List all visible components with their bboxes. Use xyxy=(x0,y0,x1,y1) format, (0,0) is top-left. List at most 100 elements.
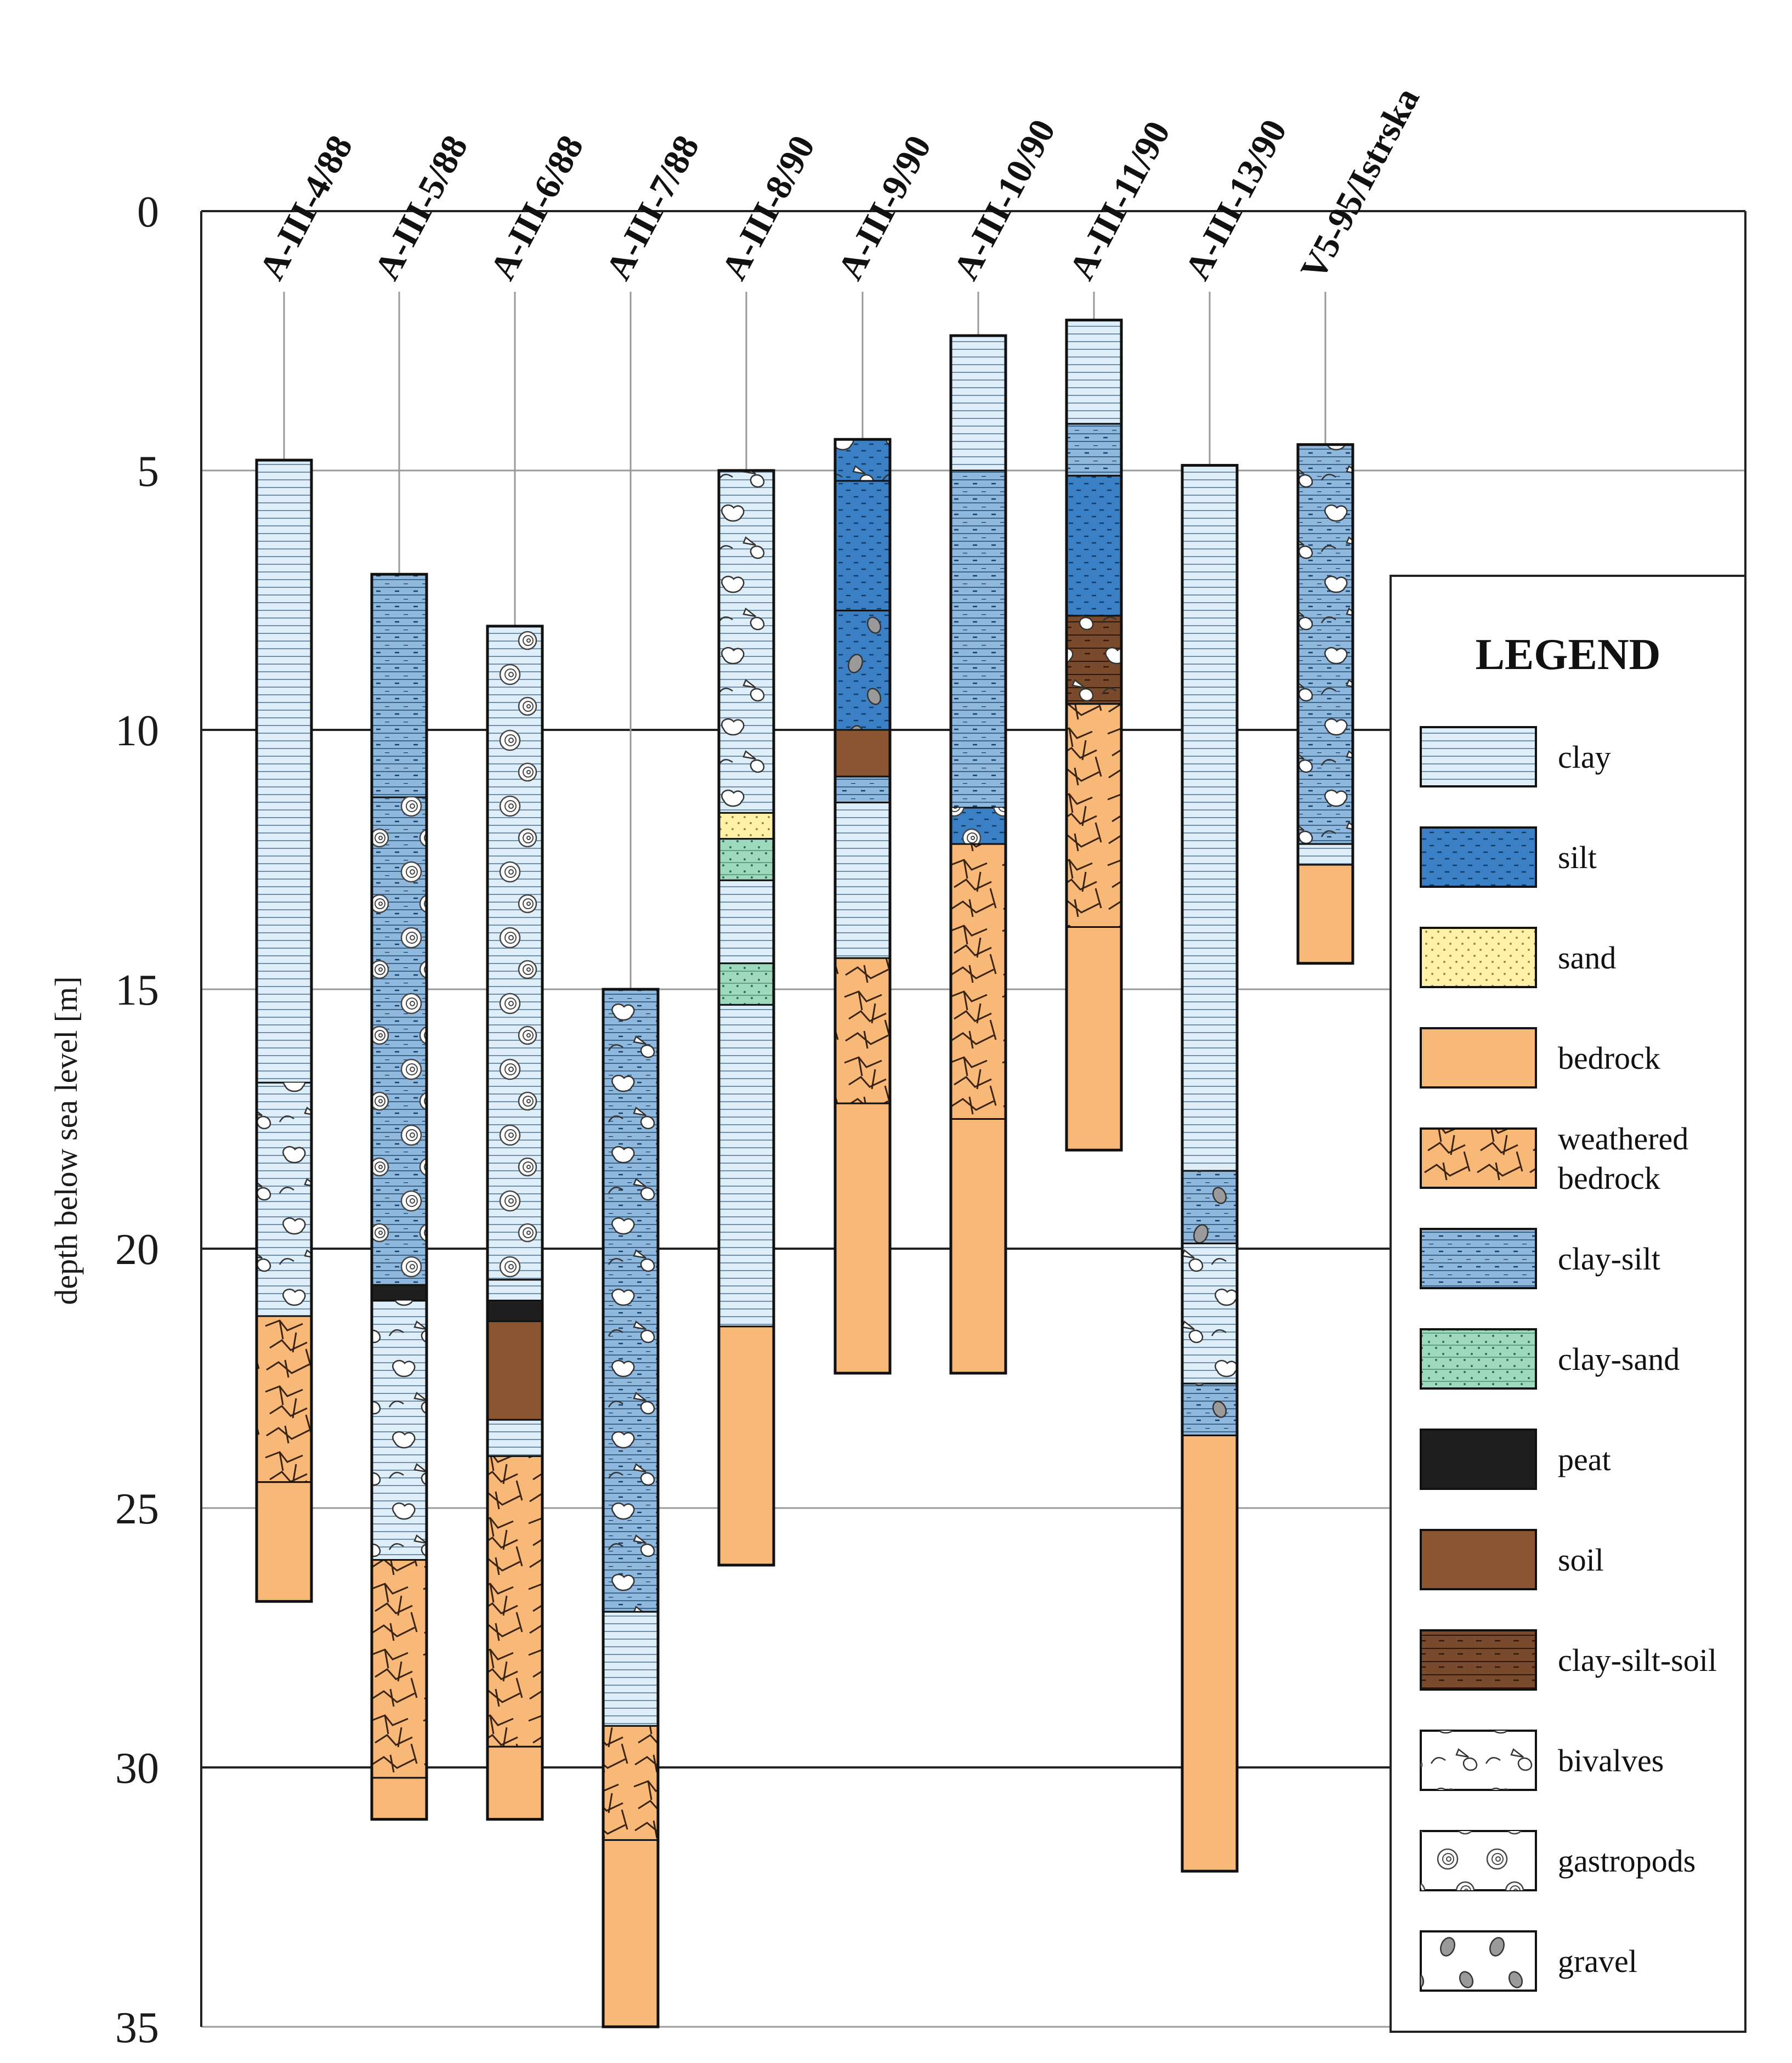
legend-label: clay-silt xyxy=(1558,1241,1660,1277)
legend-item-bedrock: bedrock xyxy=(1420,1027,1660,1089)
layer-silt xyxy=(1065,474,1122,617)
layer-clay-silt xyxy=(1065,423,1122,477)
legend-item-gastropods: gastropods xyxy=(1420,1830,1695,1891)
core-5: A-III-9/90 xyxy=(830,129,939,1375)
layer-clay xyxy=(718,879,775,965)
layer-soil xyxy=(486,1320,543,1421)
layer-bedrock xyxy=(834,1102,891,1374)
core-label: A-III-4/88 xyxy=(252,129,361,286)
layer-clay xyxy=(256,459,313,1084)
legend-swatch xyxy=(1420,726,1537,787)
legend-label: sand xyxy=(1558,940,1616,976)
core-outline xyxy=(255,458,313,1603)
layer-bedrock xyxy=(1065,926,1122,1151)
legend-swatch-symbol xyxy=(1421,1931,1536,1991)
legend-item-silt: silt xyxy=(1420,826,1597,888)
core-label: A-III-8/90 xyxy=(714,129,823,286)
layer-clay xyxy=(486,1419,543,1457)
legend-label: peat xyxy=(1558,1442,1611,1477)
layer-clay-silt xyxy=(834,775,891,803)
fossil-gastropods xyxy=(951,807,1006,845)
layer-weathered-bedrock xyxy=(256,1315,313,1483)
core-label: A-III-13/90 xyxy=(1177,113,1295,286)
fossil-bivalves xyxy=(603,989,658,1612)
layer-clay xyxy=(1297,843,1354,866)
legend-item-bivalves: bivalves xyxy=(1420,1730,1664,1791)
layer-sand xyxy=(718,812,775,840)
core-2: A-III-6/88 xyxy=(483,129,592,1821)
core-outline xyxy=(1296,443,1354,965)
layer-clay-silt xyxy=(950,469,1007,809)
legend-swatch xyxy=(1420,1027,1537,1089)
legend-swatch-symbol xyxy=(1421,1731,1536,1790)
y-tick-label: 25 xyxy=(115,1485,159,1533)
legend-item-peat: peat xyxy=(1420,1429,1611,1490)
legend-label: bivalves xyxy=(1558,1743,1664,1778)
layer-weathered-bedrock xyxy=(486,1455,543,1748)
core-outline xyxy=(717,469,775,1567)
layer-clay xyxy=(718,1004,775,1328)
legend: LEGENDclaysiltsandbedrockweatheredbedroc… xyxy=(1390,575,1746,2033)
layer-clay xyxy=(486,1279,543,1302)
legend-label: gastropods xyxy=(1558,1843,1695,1879)
fossil-bivalves xyxy=(372,1300,427,1560)
core-8: A-III-13/90 xyxy=(1177,113,1295,1873)
legend-label: clay-silt-soil xyxy=(1558,1642,1717,1678)
legend-swatch-symbol xyxy=(1421,1831,1536,1890)
legend-item-gravel: gravel xyxy=(1420,1930,1637,1992)
core-label: V5-95/Istrska xyxy=(1293,81,1427,286)
legend-swatch xyxy=(1420,1629,1537,1691)
legend-box xyxy=(1390,575,1746,2033)
layer-bedrock xyxy=(1297,864,1354,965)
core-outline xyxy=(1181,464,1239,1873)
core-label: A-III-7/88 xyxy=(598,129,707,286)
layer-peat xyxy=(486,1300,543,1322)
core-label: A-III-11/90 xyxy=(1062,115,1178,286)
legend-label: clay-sand xyxy=(1558,1341,1680,1377)
core-outline xyxy=(486,625,544,1821)
y-tick-label: 20 xyxy=(115,1226,159,1274)
layer-clay-silt xyxy=(371,573,428,798)
core-outline xyxy=(602,988,660,2028)
layer-clay-sand xyxy=(718,838,775,881)
legend-item-clay: clay xyxy=(1420,726,1611,787)
legend-swatch xyxy=(1420,1328,1537,1390)
y-tick-label: 35 xyxy=(115,2004,159,2052)
layer-soil xyxy=(834,729,891,778)
y-tick-label: 15 xyxy=(115,966,159,1015)
legend-label: silt xyxy=(1558,840,1597,875)
core-1: A-III-5/88 xyxy=(367,129,476,1821)
layer-clay xyxy=(834,801,891,959)
legend-swatch xyxy=(1420,1228,1537,1289)
layer-clay xyxy=(950,335,1007,472)
fossil-bivalves xyxy=(1298,444,1353,845)
core-label: A-III-5/88 xyxy=(367,129,476,286)
layer-peat xyxy=(371,1284,428,1302)
legend-swatch xyxy=(1420,1529,1537,1590)
core-outline xyxy=(370,573,428,1821)
core-7: A-III-11/90 xyxy=(1062,115,1178,1152)
fossil-gastropods xyxy=(372,797,427,1285)
legend-item-soil: soil xyxy=(1420,1529,1604,1590)
y-tick-label: 30 xyxy=(115,1744,159,1793)
legend-item-clay-silt-soil: clay-silt-soil xyxy=(1420,1629,1717,1691)
layer-weathered-bedrock xyxy=(602,1725,659,1841)
legend-label: soil xyxy=(1558,1542,1604,1578)
layer-bedrock xyxy=(950,1118,1007,1374)
layer-clay-sand xyxy=(718,962,775,1006)
core-label: A-III-10/90 xyxy=(946,113,1063,286)
legend-swatch xyxy=(1420,927,1537,988)
core-label: A-III-6/88 xyxy=(483,129,592,286)
core-label: A-III-9/90 xyxy=(830,129,939,286)
layer-bedrock xyxy=(602,1839,659,2028)
legend-item-clay-sand: clay-sand xyxy=(1420,1328,1680,1390)
layer-bedrock xyxy=(1181,1435,1238,1872)
core-outline xyxy=(1065,319,1123,1152)
layer-bedrock xyxy=(256,1481,313,1602)
layer-clay xyxy=(602,1611,659,1727)
layer-weathered-bedrock xyxy=(1065,703,1122,928)
layer-weathered-bedrock xyxy=(371,1559,428,1779)
y-tick-label: 5 xyxy=(137,447,159,496)
legend-label: gravel xyxy=(1558,1943,1637,1979)
